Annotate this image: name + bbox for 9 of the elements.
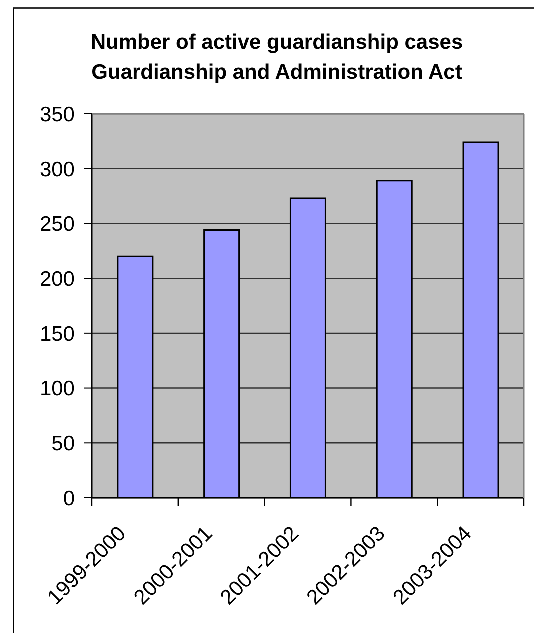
y-tick-label: 300 xyxy=(40,158,75,182)
y-tick-label: 100 xyxy=(40,378,75,401)
y-tick-label: 0 xyxy=(63,487,75,510)
chart-title: Number of active guardianship cases Guardianship and Administration Act xyxy=(90,30,464,86)
y-tick-label: 350 xyxy=(40,103,75,126)
y-tick-label: 50 xyxy=(52,432,75,456)
y-tick-label: 200 xyxy=(40,268,75,292)
y-tick-label: 150 xyxy=(40,322,75,346)
y-tick-label: 250 xyxy=(40,213,75,236)
